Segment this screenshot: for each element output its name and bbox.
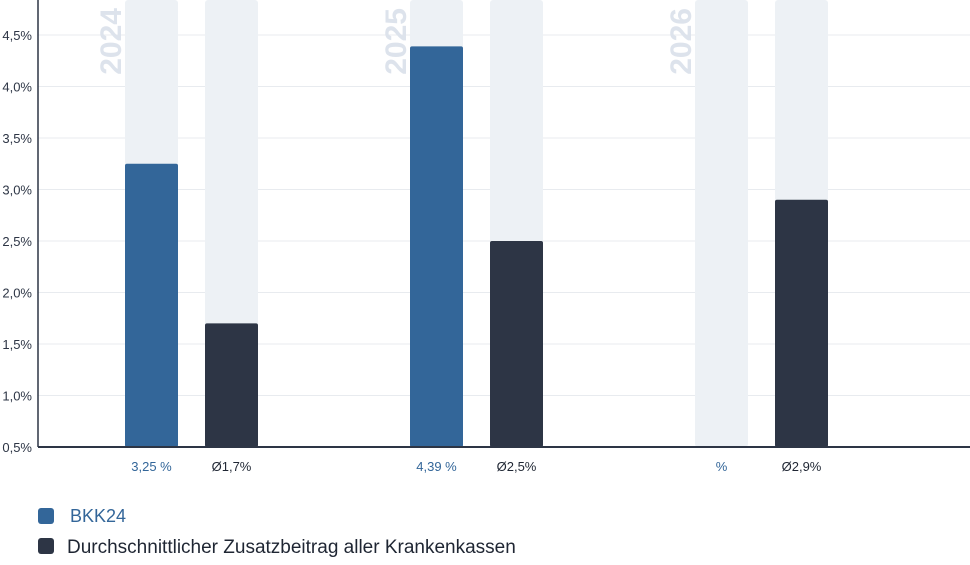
legend: BKK24 Durchschnittlicher Zusatzbeitrag a… xyxy=(38,506,516,558)
category-label: 2025 xyxy=(380,8,413,75)
bar-average-2025[interactable] xyxy=(490,241,543,447)
category-label: 2024 xyxy=(95,8,128,75)
y-tick-label: 3,0% xyxy=(2,183,32,198)
data-label: Ø2,9% xyxy=(782,459,822,474)
data-label: 4,39 % xyxy=(416,459,457,474)
y-tick-label: 4,5% xyxy=(2,28,32,43)
data-label: % xyxy=(716,459,728,474)
y-tick-label: 2,0% xyxy=(2,286,32,301)
y-tick-label: 1,5% xyxy=(2,337,32,352)
legend-label-bkk24: BKK24 xyxy=(70,506,126,526)
y-tick-label: 2,5% xyxy=(2,234,32,249)
year-label-layer: 2024 2025 2026 xyxy=(95,8,698,75)
data-label: Ø2,5% xyxy=(497,459,537,474)
y-tick-label: 1,0% xyxy=(2,389,32,404)
axis-layer: 0,5% 1,0% 1,5% 2,0% 2,5% 3,0% 3,5% 4,0% 4,5% xyxy=(2,0,970,455)
legend-swatch-bkk24 xyxy=(38,508,54,524)
y-tick-label: 3,5% xyxy=(2,131,32,146)
data-label: Ø1,7% xyxy=(212,459,252,474)
data-label: 3,25 % xyxy=(131,459,172,474)
legend-item-average[interactable]: Durchschnittlicher Zusatzbeitrag aller K… xyxy=(38,537,516,558)
bar-bkk24-2025[interactable] xyxy=(410,46,463,447)
legend-label-average: Durchschnittlicher Zusatzbeitrag aller K… xyxy=(67,537,516,558)
bar-bkk24-2024[interactable] xyxy=(125,163,178,447)
y-tick-label: 4,0% xyxy=(2,80,32,95)
bar-track xyxy=(695,0,748,447)
legend-swatch-average xyxy=(38,538,54,554)
bar-layer xyxy=(125,46,828,447)
category-label: 2026 xyxy=(665,8,698,75)
y-tick-label: 0,5% xyxy=(2,440,32,455)
bar-average-2024[interactable] xyxy=(205,323,258,447)
legend-item-bkk24[interactable]: BKK24 xyxy=(38,506,126,526)
data-label-layer: 3,25 % Ø1,7% 4,39 % Ø2,5%% Ø2,9% xyxy=(131,459,822,474)
bar-average-2026[interactable] xyxy=(775,199,828,447)
